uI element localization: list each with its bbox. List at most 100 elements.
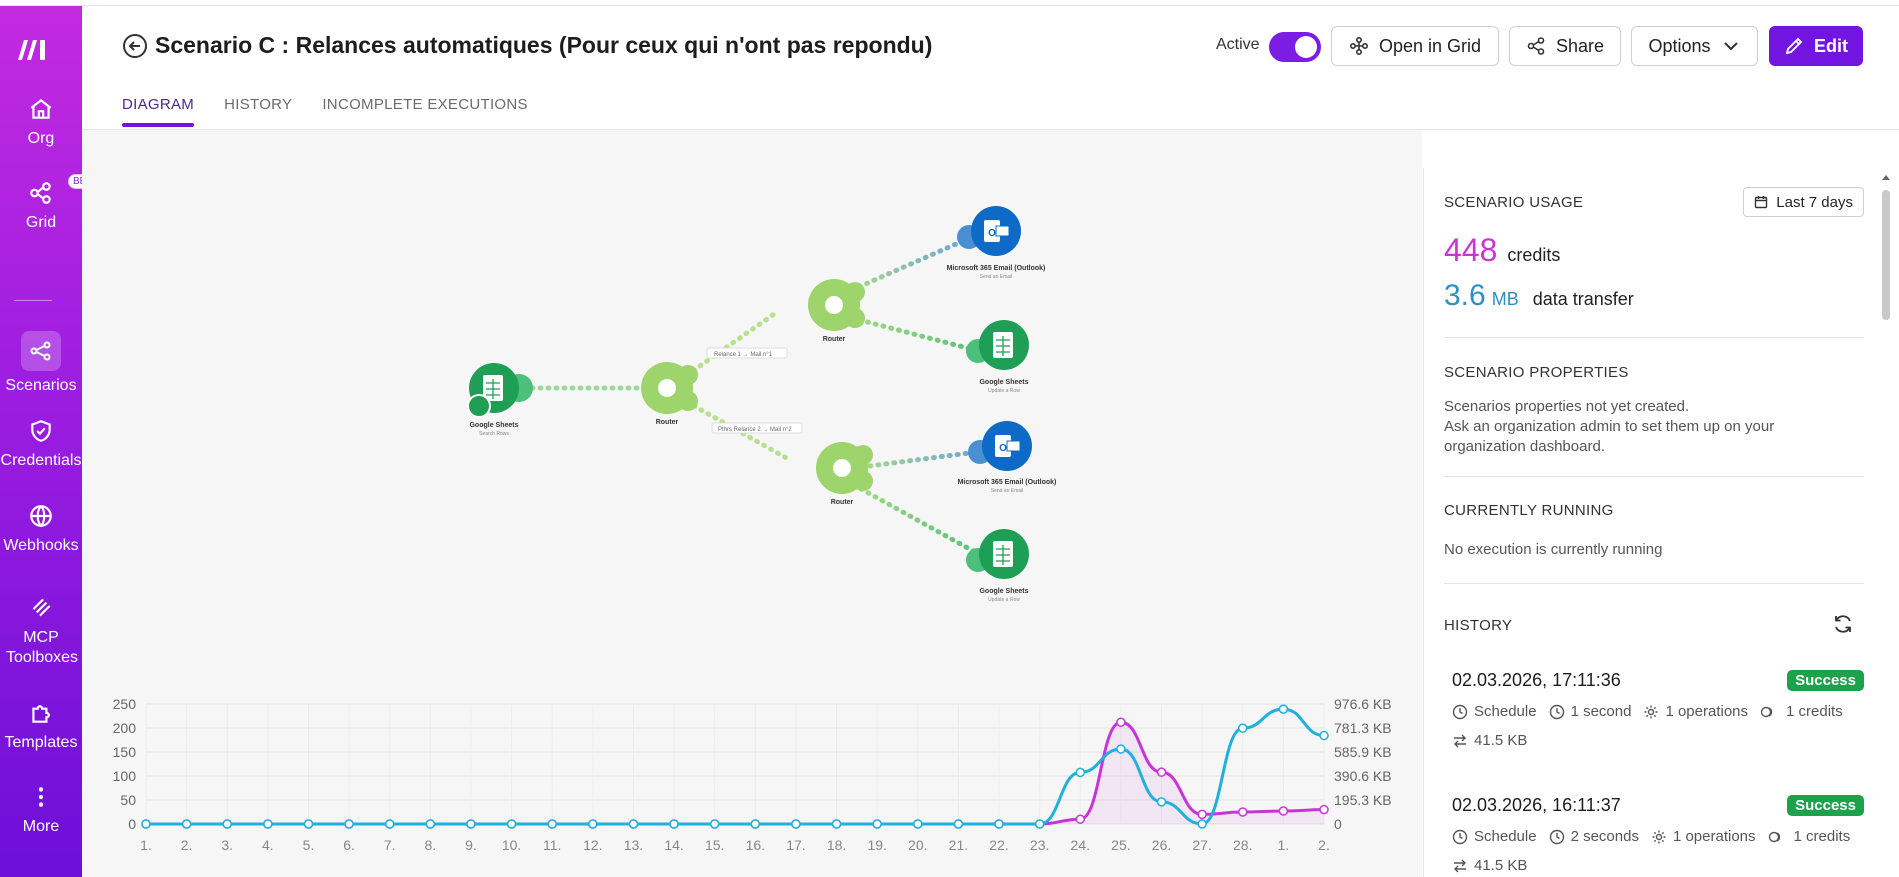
- sidebar-item-mcp-toolboxes[interactable]: MCP Toolboxes: [0, 594, 82, 668]
- module-google-sheets-update-bottom[interactable]: Google Sheets Update a Row: [966, 529, 1029, 603]
- back-icon[interactable]: [122, 33, 148, 59]
- data-point-transfer: [1197, 819, 1207, 829]
- filter-label[interactable]: Pthrs Relance 2 → Mail n°2: [711, 422, 803, 434]
- data-point-credits: [1197, 809, 1207, 820]
- edit-label: Edit: [1814, 35, 1848, 56]
- history-item[interactable]: 02.03.2026, 16:11:37 Success Schedule 2 …: [1452, 795, 1864, 874]
- chart-y-axis-right: 976.6 KB 781.3 KB 585.9 KB 390.6 KB 195.3 KB…: [1334, 696, 1392, 832]
- date-range-button[interactable]: Last 7 days: [1743, 187, 1864, 217]
- toggle-knob: [1295, 36, 1317, 58]
- clock-trigger-icon[interactable]: [467, 394, 491, 418]
- x-tick-label: 28.: [1233, 837, 1252, 853]
- scroll-up-icon[interactable]: [1880, 172, 1892, 182]
- filter-label[interactable]: Relance 1 → Mail n°1: [706, 347, 788, 359]
- sidebar-item-webhooks[interactable]: Webhooks: [0, 503, 82, 555]
- active-toggle[interactable]: [1269, 32, 1321, 62]
- make-logo-icon[interactable]: [14, 34, 54, 64]
- data-point-transfer: [384, 819, 395, 829]
- data-point-transfer: [1238, 723, 1248, 733]
- module-router-bottom[interactable]: Router: [816, 442, 873, 506]
- grid-nodes-icon: [1349, 36, 1368, 56]
- sidebar-item-org[interactable]: Org: [0, 96, 82, 148]
- module-outlook-bottom[interactable]: O Microsoft 365 Email (Outlook) Send an …: [958, 421, 1057, 494]
- sidebar-item-templates[interactable]: Templates: [0, 700, 82, 752]
- data-point-transfer: [1278, 704, 1289, 714]
- toolbox-icon: [28, 594, 54, 620]
- data-point-transfer: [466, 819, 476, 829]
- x-tick-label: 2.: [1318, 837, 1330, 853]
- usage-chart: 250 200 150 100 50 0 976.6 KB 781.3 KB 585.9 KB…: [113, 696, 1392, 853]
- x-tick-label: 20.: [908, 837, 927, 853]
- diagram-canvas[interactable]: Relance 1 → Mail n°1 Pthrs Relance 2 → M…: [82, 130, 1422, 877]
- running-text: No execution is currently running: [1444, 541, 1663, 558]
- usage-title: SCENARIO USAGE: [1444, 194, 1584, 211]
- data-point-transfer: [181, 819, 192, 829]
- module-outlook-top[interactable]: O Microsoft 365 Email (Outlook) Send an …: [947, 206, 1046, 280]
- calendar-icon: [1755, 196, 1768, 209]
- y-tick-label-left: 250: [113, 696, 137, 712]
- history-item[interactable]: 02.03.2026, 17:11:36 Success Schedule 1 …: [1452, 670, 1864, 749]
- sidebar-item-credentials[interactable]: Credentials: [0, 418, 82, 470]
- x-tick-label: 5.: [303, 837, 315, 853]
- tab-bar: DIAGRAM HISTORY INCOMPLETE EXECUTIONS: [122, 96, 528, 127]
- module-title: Google Sheets: [469, 422, 518, 429]
- open-in-grid-button[interactable]: Open in Grid: [1331, 26, 1499, 66]
- filter-label-text: Pthrs Relance 2 → Mail n°2: [718, 427, 792, 433]
- home-icon: [28, 96, 54, 122]
- sidebar-item-label: Grid: [25, 214, 57, 231]
- x-tick-label: 3.: [221, 837, 233, 853]
- tab-history[interactable]: HISTORY: [224, 96, 293, 113]
- credits-icon: [1768, 831, 1780, 842]
- sidebar-item-grid[interactable]: BETA Grid: [0, 174, 104, 232]
- history-operations: 1 operations: [1665, 703, 1749, 720]
- history-meta: Schedule 1 second 1 operations 1 credits: [1452, 703, 1864, 720]
- grid-icon: BETA: [28, 174, 104, 206]
- share-label: Share: [1555, 35, 1605, 56]
- y-tick-label-left: 150: [113, 744, 137, 760]
- module-google-sheets-search[interactable]: Google Sheets Search Rows: [467, 363, 533, 437]
- data-point-transfer: [1034, 819, 1045, 829]
- history-operations: 1 operations: [1672, 828, 1756, 845]
- share-button[interactable]: Share: [1509, 26, 1621, 66]
- credits-value: 448: [1444, 232, 1498, 268]
- module-title: Google Sheets: [979, 379, 1028, 386]
- clock-icon: [1452, 704, 1468, 719]
- x-tick-label: 1.: [1278, 837, 1290, 853]
- module-subtitle: Send an Email: [991, 488, 1024, 494]
- tab-diagram[interactable]: DIAGRAM: [122, 96, 195, 127]
- data-point-transfer: [141, 819, 151, 829]
- x-tick-label: 8.: [425, 837, 437, 853]
- shield-icon: [28, 418, 54, 444]
- sidebar-item-label: Org: [27, 130, 55, 147]
- history-trigger: Schedule: [1474, 828, 1537, 845]
- data-point-credits: [1156, 767, 1167, 777]
- sidebar-item-more[interactable]: More: [0, 784, 82, 836]
- history-date: 02.03.2026, 17:11:36: [1452, 670, 1621, 690]
- panel-scrollbar[interactable]: [1882, 190, 1890, 320]
- sidebar-item-scenarios[interactable]: Scenarios: [0, 331, 82, 395]
- module-router-top[interactable]: Router: [808, 279, 865, 343]
- svg-text:O: O: [999, 443, 1007, 454]
- module-title: Microsoft 365 Email (Outlook): [958, 479, 1057, 486]
- x-tick-label: 24.: [1071, 837, 1090, 853]
- duration-icon: [1549, 829, 1564, 844]
- sidebar-item-label: Scenarios: [5, 377, 77, 394]
- history-transfer: 41.5 KB: [1474, 732, 1528, 749]
- module-google-sheets-update-top[interactable]: Google Sheets Update a Row: [966, 320, 1029, 394]
- chart-x-axis: 1. 2. 3. 4. 5. 6. 7. 8. 9. 10. 11. 12. 13. 14. 15. 16. 1…: [140, 837, 1330, 853]
- x-tick-label: 21.: [949, 837, 968, 853]
- x-tick-label: 10.: [502, 837, 521, 853]
- status-badge: Success: [1787, 795, 1864, 816]
- module-router-main[interactable]: Router: [641, 362, 698, 426]
- x-tick-label: 2.: [181, 837, 193, 853]
- history-duration: 1 second: [1570, 703, 1632, 720]
- options-button[interactable]: Options: [1631, 26, 1758, 66]
- refresh-icon[interactable]: [1832, 613, 1854, 635]
- module-subtitle: Update a Row: [988, 388, 1020, 394]
- tab-incomplete-executions[interactable]: INCOMPLETE EXECUTIONS: [322, 96, 528, 113]
- edit-button[interactable]: Edit: [1769, 26, 1863, 66]
- x-tick-label: 27.: [1192, 837, 1211, 853]
- pencil-icon: [1785, 37, 1803, 55]
- x-tick-label: 26.: [1152, 837, 1171, 853]
- scenario-header: Scenario C : Relances automatiques (Pour…: [82, 6, 1899, 130]
